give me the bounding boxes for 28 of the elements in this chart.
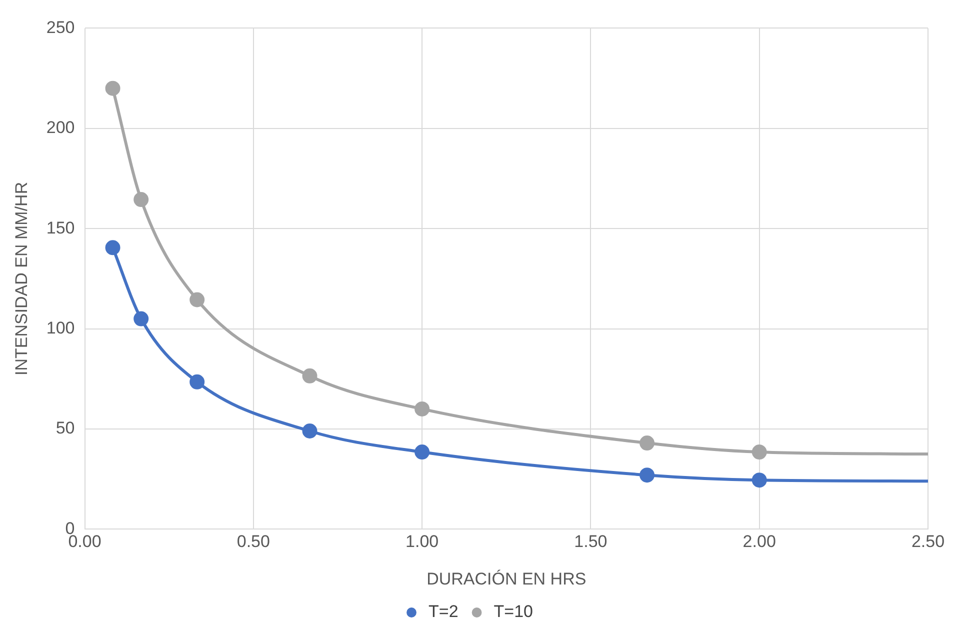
x-tick-label: 2.50 (911, 532, 945, 552)
point (190, 374, 205, 390)
point (302, 424, 318, 439)
x-tick-label: 1.00 (406, 532, 439, 552)
point (134, 311, 149, 326)
x-tick-label: 0.50 (236, 532, 270, 552)
y-tick-label: 100 (46, 318, 75, 338)
point (640, 468, 655, 483)
point (134, 192, 149, 208)
point (640, 436, 655, 451)
x-tick-label: 1.50 (574, 532, 608, 552)
y-tick-label: 150 (46, 218, 75, 238)
y-tick-label: 50 (56, 418, 75, 438)
x-axis-title: DURACIÓN EN HRS (426, 569, 586, 588)
point (752, 444, 767, 460)
x-tick-label: 2.00 (742, 532, 776, 552)
point (752, 472, 767, 488)
y-tick-label: 200 (46, 118, 75, 138)
point (105, 240, 120, 256)
point (414, 401, 430, 416)
legend-label: T=2 (428, 602, 458, 622)
point (414, 444, 430, 460)
point (190, 292, 205, 308)
point (105, 80, 120, 96)
y-tick-label: 250 (46, 18, 75, 37)
legend-label: T=10 (494, 602, 534, 622)
point (302, 368, 318, 384)
y-axis-title: INTENSIDAD EN MM/HR (12, 182, 31, 376)
